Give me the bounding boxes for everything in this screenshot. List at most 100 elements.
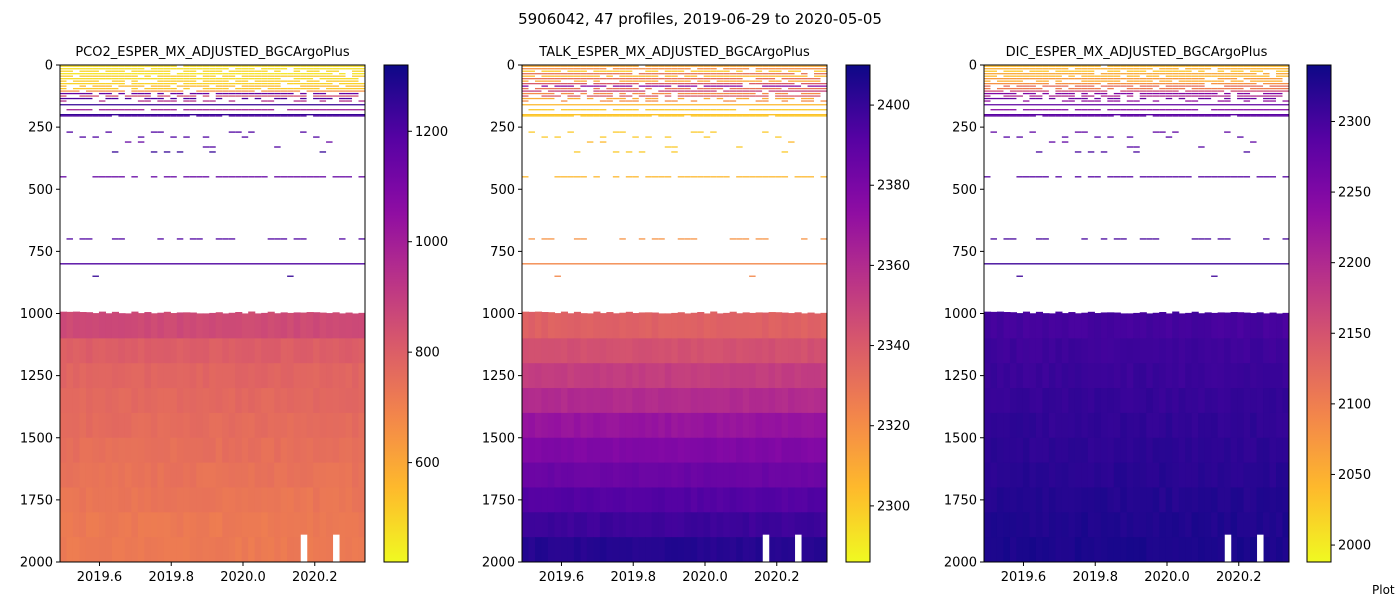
heatmap-cell [1068, 412, 1076, 439]
heatmap-cell [326, 512, 334, 538]
heatmap-cell [619, 388, 627, 414]
heatmap-cell [671, 363, 679, 389]
heatmap-cell [137, 487, 145, 513]
heatmap-cell [1009, 537, 1018, 562]
heatmap-cell [547, 487, 556, 513]
heatmap-cell [1243, 437, 1251, 464]
heatmap-cell [547, 363, 556, 389]
heatmap-cell [1133, 312, 1141, 339]
heatmap-cell [1204, 388, 1212, 414]
heatmap-cell [1152, 537, 1160, 562]
heatmap-cell [990, 338, 998, 364]
heatmap-cell [1003, 338, 1011, 364]
heatmap-cell [1204, 537, 1212, 562]
heatmap-cell [1120, 412, 1128, 439]
heatmap-cell [202, 437, 210, 464]
heatmap-cell [1055, 487, 1063, 513]
colorbar-tick-label: 2380 [877, 179, 910, 194]
heatmap-cell [358, 462, 365, 489]
heatmap-cell [638, 312, 646, 339]
heatmap-cell [144, 537, 152, 562]
heatmap-cell [345, 537, 353, 562]
heatmap-cell [794, 363, 802, 389]
heatmap-cell [684, 338, 692, 364]
heatmap-cell [79, 363, 87, 389]
heatmap-cell [723, 312, 731, 339]
heatmap-cell [1152, 412, 1160, 439]
heatmap-cell [1191, 462, 1199, 489]
heatmap-cell [189, 487, 197, 513]
heatmap-cell [697, 312, 705, 339]
heatmap-cell [66, 437, 74, 464]
heatmap-cell [775, 537, 783, 562]
heatmap-cell [274, 363, 282, 389]
heatmap-cell [612, 512, 620, 538]
heatmap-cell [267, 512, 275, 538]
heatmap-cell [332, 388, 340, 414]
heatmap-cell [606, 363, 614, 389]
heatmap-cell [118, 462, 126, 489]
heatmap-cell [1087, 487, 1095, 513]
heatmap-cell [554, 313, 562, 339]
heatmap-cell [267, 338, 275, 364]
heatmap-cell [528, 437, 536, 464]
heatmap-cell [170, 537, 178, 562]
heatmap-cell [697, 487, 705, 513]
heatmap-cell [1204, 312, 1212, 339]
heatmap-cell [749, 537, 757, 562]
y-tick-label: 2000 [944, 556, 977, 571]
heatmap-cell [85, 312, 94, 339]
heatmap-cell [209, 312, 217, 339]
heatmap-cell [671, 462, 679, 489]
heatmap-cell [788, 462, 796, 489]
heatmap-cell [729, 338, 737, 364]
heatmap-cell [215, 388, 223, 414]
heatmap-cell [280, 412, 288, 439]
heatmap-cell [170, 462, 178, 489]
heatmap-cell [755, 412, 763, 439]
heatmap-cell [990, 363, 998, 389]
heatmap-cell [150, 487, 158, 513]
heatmap-cell [1276, 437, 1284, 464]
heatmap-cell [547, 388, 556, 414]
heatmap-cell [586, 388, 594, 414]
heatmap-cell [228, 338, 236, 364]
heatmap-cell [352, 412, 360, 439]
colorbar-tick-label: 600 [415, 456, 440, 471]
heatmap-cell [1159, 312, 1167, 339]
y-tick-label: 1500 [482, 431, 515, 446]
heatmap-cell [66, 338, 74, 364]
heatmap-cell [241, 437, 249, 464]
heatmap-cell [749, 312, 757, 339]
heatmap-cell [176, 512, 184, 538]
heatmap-cell [1198, 462, 1206, 489]
heatmap-cell [1126, 537, 1134, 562]
heatmap-cell [742, 537, 750, 562]
heatmap-cell [1068, 363, 1076, 389]
heatmap-cell [358, 512, 365, 538]
heatmap-cell [814, 537, 822, 562]
heatmap-cell [586, 487, 594, 513]
heatmap-cell [625, 537, 633, 562]
heatmap-cell [671, 537, 679, 562]
heatmap-cell [222, 412, 230, 439]
heatmap-cell [176, 537, 184, 562]
heatmap-cell [150, 338, 158, 364]
colorbar-tick-label: 2400 [877, 99, 910, 114]
heatmap-cell [209, 363, 217, 389]
heatmap-cell [1035, 437, 1044, 464]
heatmap-cell [775, 338, 783, 364]
heatmap-cell [990, 487, 998, 513]
heatmap-cell [98, 311, 107, 339]
heatmap-cell [560, 412, 569, 439]
heatmap-cell [261, 487, 269, 513]
colorbar-tick-label: 2050 [1338, 468, 1371, 483]
heatmap-cell [1029, 462, 1037, 489]
heatmap-cell [189, 462, 197, 489]
heatmap-cell [254, 487, 262, 513]
heatmap-cell [599, 462, 607, 489]
y-tick-label: 250 [952, 121, 977, 136]
heatmap-cell [625, 338, 633, 364]
heatmap-cell [1126, 487, 1134, 513]
heatmap-cell [137, 338, 145, 364]
